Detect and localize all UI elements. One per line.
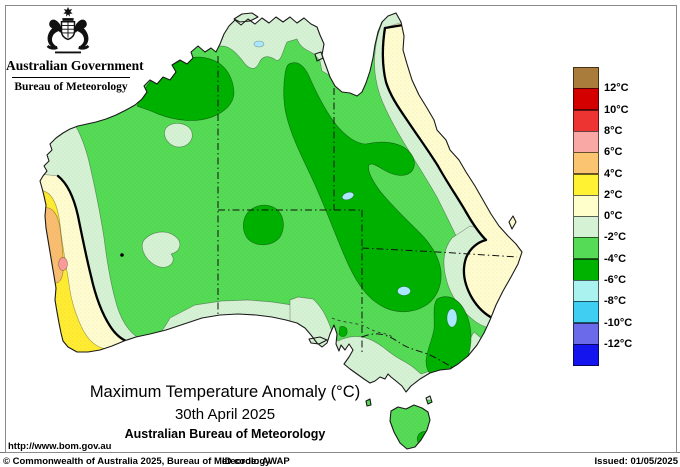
map-org: Australian Bureau of Meteorology: [124, 427, 326, 441]
anomaly-speck-2: [41, 233, 46, 239]
bureau-title: Bureau of Meteorology: [14, 81, 128, 93]
government-title: Australian Government: [6, 58, 144, 73]
legend-color-box: [573, 322, 599, 345]
agency-titles: Australian Government Bureau of Meteorol…: [6, 58, 144, 93]
emu-icon: [74, 19, 89, 48]
legend-color-box: [573, 173, 599, 196]
legend-color-box: [573, 301, 599, 324]
legend-tick-label: 2°C: [604, 188, 623, 201]
legend-color-box: [573, 152, 599, 175]
legend-color-box: [573, 237, 599, 260]
legend-color-box: [573, 88, 599, 111]
bom-url: http://www.bom.gov.au: [8, 441, 112, 452]
anomaly-speck-1: [40, 222, 44, 229]
legend-tick-label: 0°C: [604, 210, 623, 223]
coastline: [39, 12, 523, 450]
copyright-text: © Commonwealth of Australia 2025, Bureau…: [3, 456, 271, 467]
legend-tick-label: -8°C: [604, 295, 627, 308]
coat-of-arms: [46, 6, 90, 54]
legend-tick-label: 4°C: [604, 167, 623, 180]
legend-tick-label: 8°C: [604, 124, 623, 137]
id-code-text: ID code: AWAP: [222, 456, 290, 467]
town-marker: [120, 253, 124, 257]
legend-tick-label: -10°C: [604, 316, 633, 329]
legend-tick-label: 10°C: [604, 103, 629, 116]
legend-color-box: [573, 216, 599, 239]
legend-tick-label: -2°C: [604, 231, 627, 244]
legend-color-box: [573, 194, 599, 217]
river-lines: [331, 317, 395, 339]
legend-color-box: [573, 67, 599, 89]
star-icon: [63, 6, 73, 17]
legend-tick-label: -12°C: [604, 337, 633, 350]
map-date: 30th April 2025: [174, 406, 276, 423]
legend-tick-label: -4°C: [604, 252, 627, 265]
issued-text: Issued: 01/05/2025: [594, 456, 678, 467]
footer-bar: © Commonwealth of Australia 2025, Bureau…: [0, 455, 680, 467]
kangaroo-icon: [47, 19, 62, 48]
legend-tick-label: 12°C: [604, 82, 629, 95]
zero-contours: [56, 23, 503, 346]
legend-color-box: [573, 109, 599, 132]
legend-tick-label: 6°C: [604, 146, 623, 159]
footer-divider: [0, 452, 680, 453]
legend-color-box: [573, 130, 599, 153]
legend-tick-label: -6°C: [604, 274, 627, 286]
legend-color-box: [573, 280, 599, 302]
legend-color-box: [573, 258, 599, 281]
title-divider: [12, 77, 130, 78]
legend-color-box: [573, 343, 599, 366]
map-title-block: Maximum Temperature Anomaly (°C) 30th Ap…: [60, 383, 390, 441]
map-title: Maximum Temperature Anomaly (°C): [89, 383, 361, 401]
state-borders: [217, 56, 518, 369]
